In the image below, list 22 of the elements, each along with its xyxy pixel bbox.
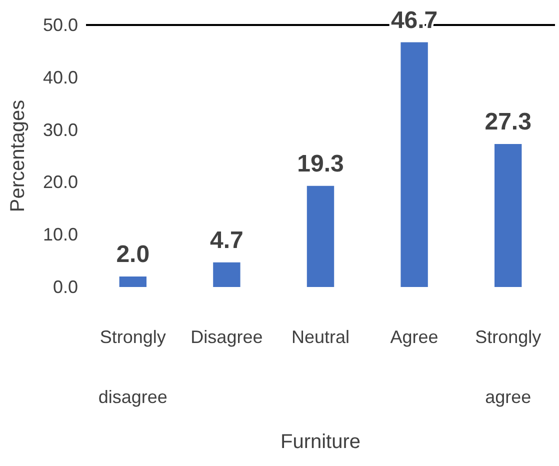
data-label: 19.3 — [297, 150, 344, 178]
x-tick-label: Neutral — [291, 327, 350, 347]
bar — [306, 186, 334, 287]
bar — [213, 262, 240, 287]
y-tick-label: 40.0 — [42, 67, 78, 88]
category-label: Strongly disagree — [98, 327, 168, 407]
y-tick-label: 20.0 — [42, 172, 78, 192]
y-tick-label: 0.0 — [52, 277, 78, 297]
y-tick-label: 10.0 — [42, 224, 78, 245]
y-tick-label: 30.0 — [42, 120, 78, 140]
y-tick-label: 50.0 — [42, 15, 78, 35]
bar — [119, 276, 146, 287]
x-tick-label: Agree — [390, 327, 438, 347]
category-label: Strongly agree — [475, 327, 542, 407]
data-label: 2.0 — [116, 241, 150, 268]
data-label: 4.7 — [210, 226, 244, 254]
data-label: 27.3 — [484, 108, 532, 136]
x-tick-label: Disagree — [190, 327, 263, 347]
bar — [400, 42, 428, 287]
x-axis-title: Furniture — [280, 430, 361, 453]
y-axis-title: Percentages — [7, 100, 29, 212]
bar — [494, 144, 522, 287]
